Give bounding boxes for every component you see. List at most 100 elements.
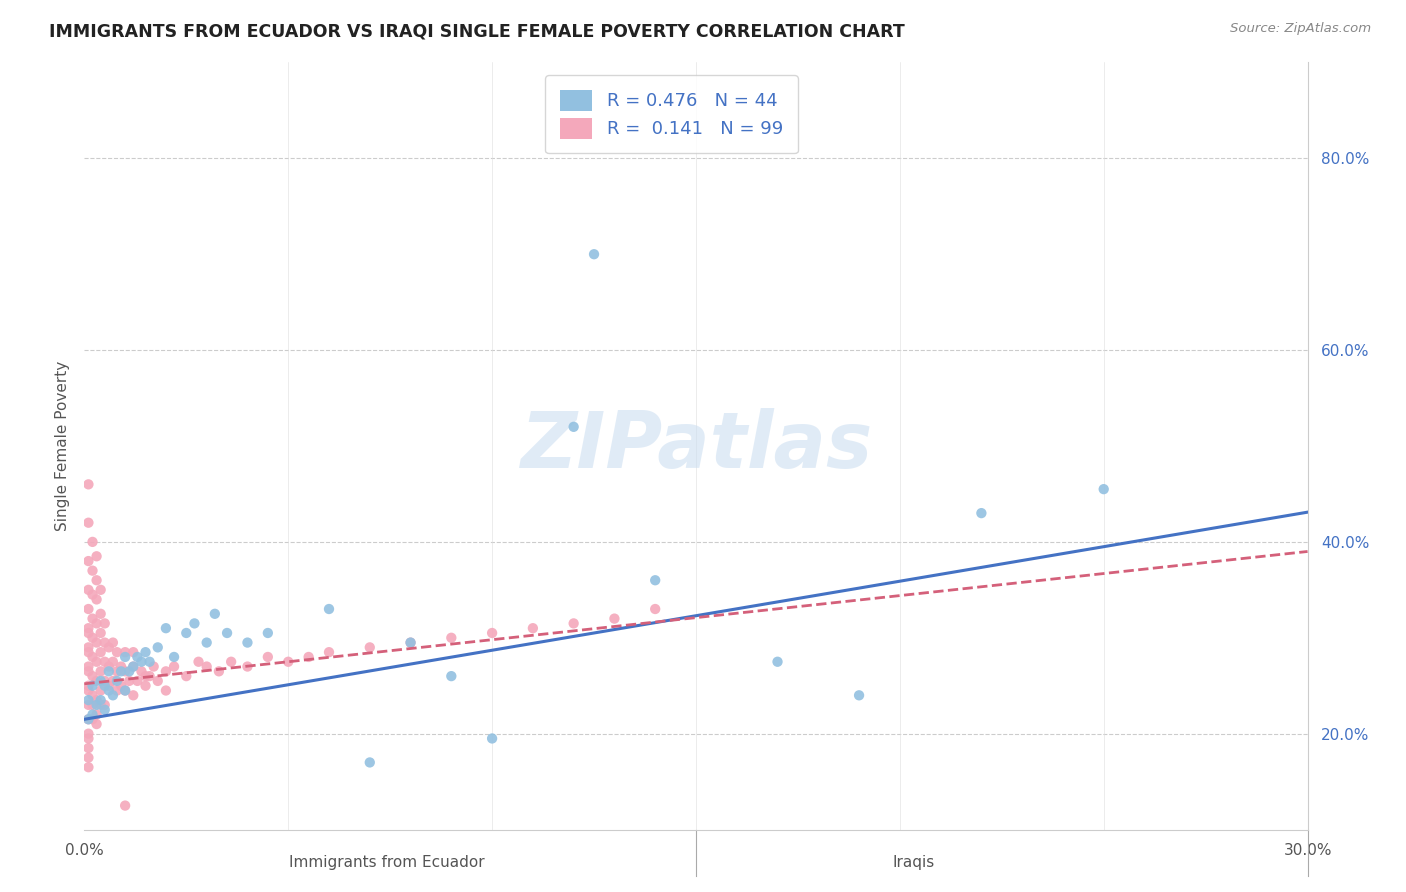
Point bbox=[583, 247, 606, 261]
Point bbox=[318, 645, 340, 659]
Point bbox=[86, 673, 108, 688]
Point bbox=[82, 534, 104, 549]
Point bbox=[114, 798, 136, 813]
Point bbox=[93, 655, 115, 669]
Point bbox=[118, 665, 141, 679]
Point bbox=[122, 659, 145, 673]
Point bbox=[155, 621, 177, 635]
Point bbox=[359, 640, 381, 655]
Point bbox=[131, 655, 153, 669]
Point bbox=[82, 707, 104, 722]
Y-axis label: Single Female Poverty: Single Female Poverty bbox=[55, 361, 70, 531]
Text: Source: ZipAtlas.com: Source: ZipAtlas.com bbox=[1230, 22, 1371, 36]
Point bbox=[82, 564, 104, 578]
Point bbox=[127, 673, 149, 688]
Point bbox=[236, 659, 259, 673]
Point bbox=[440, 669, 463, 683]
Point bbox=[77, 645, 100, 659]
Point bbox=[399, 635, 422, 649]
Point bbox=[93, 673, 115, 688]
Point bbox=[114, 683, 136, 698]
Point bbox=[848, 689, 870, 703]
Point bbox=[77, 659, 100, 673]
Point bbox=[195, 659, 218, 673]
Point bbox=[93, 679, 115, 693]
Point bbox=[86, 635, 108, 649]
Point bbox=[77, 621, 100, 635]
Point bbox=[77, 693, 100, 707]
Point bbox=[86, 717, 108, 731]
Point bbox=[90, 607, 112, 621]
Point bbox=[86, 693, 108, 707]
Point bbox=[82, 631, 104, 645]
Point bbox=[90, 582, 112, 597]
Point bbox=[163, 659, 186, 673]
Point bbox=[90, 626, 112, 640]
Point bbox=[481, 626, 503, 640]
Point bbox=[359, 756, 381, 770]
Point bbox=[114, 665, 136, 679]
Point bbox=[101, 673, 124, 688]
Point bbox=[257, 626, 280, 640]
Point bbox=[77, 582, 100, 597]
Point bbox=[118, 673, 141, 688]
Point bbox=[122, 659, 145, 673]
Text: Immigrants from Ecuador: Immigrants from Ecuador bbox=[288, 855, 485, 870]
Point bbox=[183, 616, 205, 631]
Text: Iraqis: Iraqis bbox=[893, 855, 935, 870]
Point bbox=[440, 631, 463, 645]
Point bbox=[187, 655, 209, 669]
Point bbox=[77, 665, 100, 679]
Point bbox=[77, 477, 100, 491]
Point bbox=[110, 679, 132, 693]
Point bbox=[86, 698, 108, 712]
Point bbox=[90, 645, 112, 659]
Point bbox=[82, 712, 104, 726]
Point bbox=[97, 640, 120, 655]
Point bbox=[146, 673, 169, 688]
Point bbox=[562, 616, 585, 631]
Point bbox=[122, 689, 145, 703]
Point bbox=[236, 635, 259, 649]
Point bbox=[77, 640, 100, 655]
Point bbox=[110, 665, 132, 679]
Point bbox=[77, 760, 100, 774]
Point bbox=[135, 645, 157, 659]
Point bbox=[174, 626, 197, 640]
Point bbox=[208, 665, 231, 679]
Point bbox=[138, 669, 160, 683]
Point bbox=[82, 588, 104, 602]
Point bbox=[86, 592, 108, 607]
Point bbox=[122, 645, 145, 659]
Point bbox=[97, 659, 120, 673]
Point bbox=[97, 665, 120, 679]
Point bbox=[77, 602, 100, 616]
Point bbox=[82, 669, 104, 683]
Legend: R = 0.476   N = 44, R =  0.141   N = 99: R = 0.476 N = 44, R = 0.141 N = 99 bbox=[546, 75, 797, 153]
Point bbox=[562, 420, 585, 434]
Point bbox=[277, 655, 299, 669]
Point bbox=[105, 665, 128, 679]
Point bbox=[90, 683, 112, 698]
Point bbox=[77, 741, 100, 756]
Text: ZIPatlas: ZIPatlas bbox=[520, 408, 872, 484]
Point bbox=[77, 731, 100, 746]
Point bbox=[644, 602, 666, 616]
Point bbox=[77, 712, 100, 726]
Point bbox=[97, 683, 120, 698]
Point bbox=[77, 554, 100, 568]
Point bbox=[217, 626, 239, 640]
Point bbox=[77, 679, 100, 693]
Point bbox=[146, 640, 169, 655]
Point bbox=[82, 698, 104, 712]
Point bbox=[77, 750, 100, 764]
Point bbox=[77, 626, 100, 640]
Point bbox=[82, 679, 104, 693]
Point bbox=[142, 659, 165, 673]
Point bbox=[155, 683, 177, 698]
Point bbox=[114, 645, 136, 659]
Point bbox=[399, 635, 422, 649]
Point bbox=[105, 673, 128, 688]
Point bbox=[110, 659, 132, 673]
Point bbox=[90, 665, 112, 679]
